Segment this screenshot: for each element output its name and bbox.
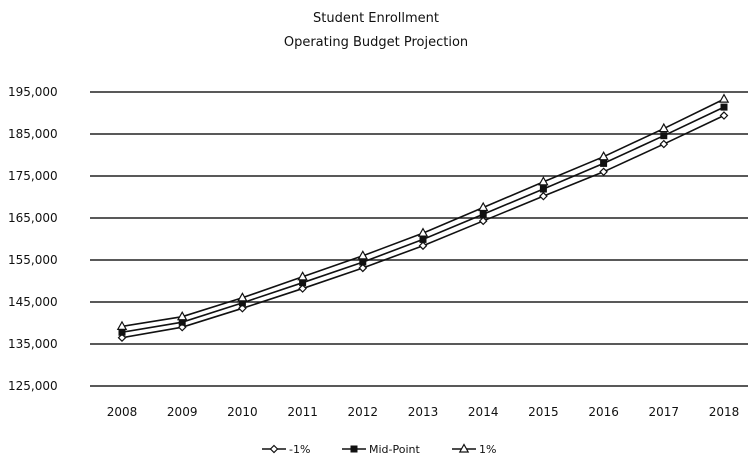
legend-label: -1%: [289, 443, 310, 456]
data-point: [417, 227, 429, 237]
data-point: [298, 284, 307, 293]
data-point: [237, 292, 248, 302]
data-point: [479, 210, 487, 218]
data-point: [238, 303, 247, 313]
data-point: [539, 191, 548, 201]
gridlines: [90, 91, 748, 387]
data-point: [477, 201, 489, 212]
series-2: [116, 93, 730, 330]
x-tick-label: 2011: [287, 405, 318, 419]
x-tick-label: 2018: [709, 405, 740, 419]
data-point: [600, 159, 608, 167]
legend-marker: [350, 445, 358, 453]
y-axis-ticks: 195,000 185,000 175,000 165,000 155,000 145,0…: [8, 85, 58, 393]
y-tick-label: 145,000: [8, 295, 58, 309]
data-point: [118, 328, 126, 336]
series-line: [121, 106, 725, 334]
x-tick-label: 2012: [348, 405, 379, 419]
data-point: [719, 111, 729, 120]
y-tick-label: 165,000: [8, 211, 58, 225]
y-tick-label: 135,000: [8, 337, 58, 351]
series-lines: [116, 93, 730, 343]
data-point: [660, 132, 668, 140]
series-1: [118, 103, 728, 336]
y-tick-label: 175,000: [8, 169, 58, 183]
legend-item: Mid-Point: [342, 443, 420, 456]
data-point: [358, 263, 368, 273]
data-point: [117, 333, 127, 343]
chart-subtitle: Operating Budget Projection: [284, 35, 468, 50]
y-tick-label: 155,000: [8, 253, 58, 267]
data-point: [659, 139, 669, 149]
x-tick-label: 2014: [468, 405, 499, 419]
series-0: [117, 111, 729, 343]
x-tick-label: 2015: [528, 405, 559, 419]
data-point: [538, 176, 549, 186]
legend-marker: [269, 444, 279, 454]
y-tick-label: 125,000: [8, 379, 58, 393]
data-point: [478, 216, 488, 226]
data-point: [299, 279, 307, 287]
data-point: [599, 167, 608, 177]
chart-title: Student Enrollment: [313, 11, 439, 26]
data-point: [720, 103, 728, 111]
x-tick-label: 2013: [408, 405, 439, 419]
x-axis-ticks: 2008 2009 2010 2011 2012 2013 2014 2015 2016 2017…: [107, 405, 740, 419]
data-point: [718, 93, 730, 103]
x-tick-label: 2010: [227, 405, 258, 419]
legend-item: 1%: [452, 443, 496, 456]
x-tick-label: 2008: [107, 405, 138, 419]
legend-label: 1%: [479, 443, 496, 456]
data-point: [539, 185, 547, 193]
data-point: [418, 241, 428, 251]
y-tick-label: 195,000: [8, 85, 58, 99]
data-point: [359, 258, 367, 266]
legend-marker: [458, 443, 470, 453]
data-point: [658, 122, 670, 133]
x-tick-label: 2009: [167, 405, 198, 419]
y-tick-label: 185,000: [8, 127, 58, 141]
data-point: [176, 310, 188, 321]
legend-item: -1%: [262, 443, 310, 456]
data-point: [116, 320, 128, 330]
data-point: [297, 271, 308, 281]
legend: -1% Mid-Point 1%: [262, 443, 496, 456]
x-tick-label: 2016: [588, 405, 619, 419]
data-point: [598, 150, 609, 161]
data-point: [357, 250, 369, 260]
data-point: [419, 235, 427, 243]
x-tick-label: 2017: [649, 405, 680, 419]
legend-label: Mid-Point: [369, 443, 420, 456]
